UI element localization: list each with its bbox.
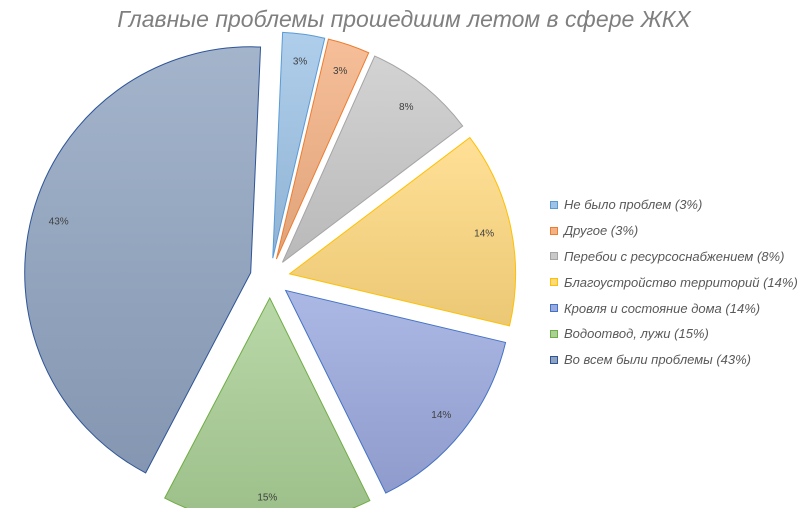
- chart-title: Главные проблемы прошедшим летом в сфере…: [117, 6, 691, 32]
- data-label-перебои-с-ресурсоснабжением: 8%: [399, 102, 414, 113]
- pie-slice-другое: [275, 38, 370, 260]
- data-label-другое: 3%: [333, 66, 348, 77]
- legend-label: Во всем были проблемы (43%): [564, 352, 751, 368]
- legend-label: Перебои с ресурсоснабжением (8%): [564, 248, 785, 264]
- data-label-благоустройство-территорий: 14%: [474, 228, 494, 239]
- legend-item-перебои-с-ресурсоснабжением: Перебои с ресурсоснабжением (8%): [550, 244, 798, 270]
- legend-item-не-было-проблем: Не было проблем (3%): [550, 192, 798, 218]
- legend-swatch: [550, 329, 558, 338]
- data-label-водоотвод-лужи: 15%: [257, 492, 277, 503]
- pie-slice-благоустройство-территорий: [288, 136, 517, 327]
- pie-slice-кровля-и-состояние-дома: [284, 289, 507, 494]
- legend-label: Водоотвод, лужи (15%): [564, 326, 709, 342]
- data-label-кровля-и-состояние-дома: 14%: [431, 410, 451, 421]
- legend-swatch: [550, 226, 558, 235]
- legend-label: Не было проблем (3%): [564, 197, 703, 213]
- legend-item-водоотвод-лужи: Водоотвод, лужи (15%): [550, 321, 798, 347]
- legend-item-другое: Другое (3%): [550, 218, 798, 244]
- legend-swatch: [550, 252, 558, 261]
- pie-slice-во-всем-были-проблемы: [24, 46, 262, 474]
- legend-label: Кровля и состояние дома (14%): [564, 300, 761, 316]
- pie-slice-не-было-проблем: [272, 31, 326, 259]
- data-label-не-было-проблем: 3%: [293, 57, 308, 68]
- pie-slice-перебои-с-ресурсоснабжением: [281, 55, 464, 263]
- legend-swatch: [550, 355, 558, 364]
- legend-item-во-всем-были-проблемы: Во всем были проблемы (43%): [550, 347, 798, 373]
- legend-item-благоустройство-территорий: Благоустройство территорий (14%): [550, 269, 798, 295]
- pie-slice-водоотвод-лужи: [164, 296, 371, 508]
- legend-item-кровля-и-состояние-дома: Кровля и состояние дома (14%): [550, 295, 798, 321]
- data-label-во-всем-были-проблемы: 43%: [49, 216, 69, 227]
- legend-swatch: [550, 278, 558, 287]
- legend-label: Другое (3%): [564, 223, 639, 239]
- chart-legend: Не было проблем (3%) Другое (3%) Перебои с…: [550, 192, 798, 373]
- legend-label: Благоустройство территорий (14%): [564, 274, 798, 290]
- legend-swatch: [550, 200, 558, 209]
- legend-swatch: [550, 304, 558, 313]
